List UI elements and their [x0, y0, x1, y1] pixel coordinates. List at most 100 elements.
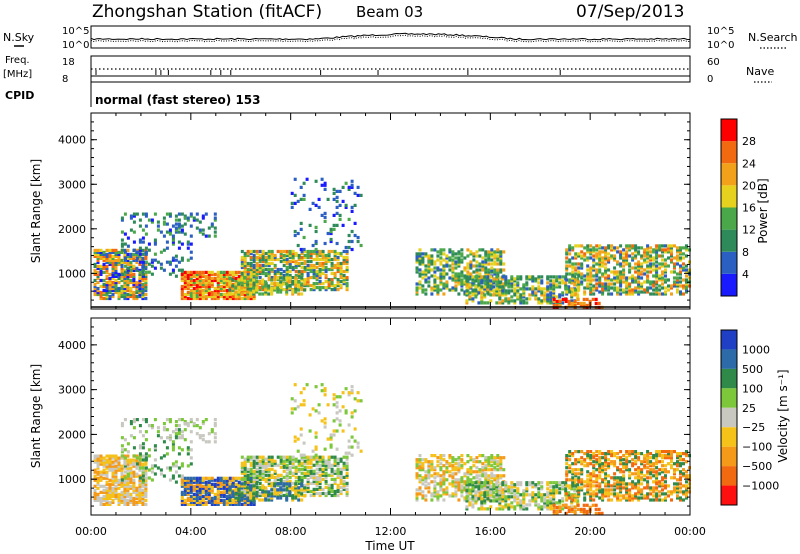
- velocity-echo-cell: [264, 457, 268, 461]
- power-echo-cell: [498, 285, 502, 289]
- velocity-echo-cell: [207, 496, 211, 500]
- velocity-echo-cell: [102, 472, 106, 476]
- velocity-echo-cell: [291, 488, 295, 492]
- power-echo-cell: [111, 268, 115, 272]
- velocity-echo-cell: [291, 457, 295, 461]
- power-echo-cell: [138, 246, 142, 250]
- power-echo-cell: [126, 236, 130, 240]
- power-echo-cell: [592, 260, 596, 264]
- power-echo-cell: [267, 263, 271, 268]
- power-echo-cell: [222, 284, 226, 289]
- velocity-echo-cell: [424, 494, 428, 498]
- velocity-echo-cell: [332, 419, 336, 423]
- power-echo-cell: [321, 271, 325, 276]
- velocity-echo-cell: [294, 469, 298, 473]
- velocity-echo-cell: [273, 477, 277, 481]
- velocity-echo-cell: [231, 492, 235, 496]
- velocity-echo-cell: [150, 478, 154, 482]
- power-echo-cell: [513, 277, 517, 281]
- power-echo-cell: [333, 263, 337, 268]
- power-echo-cell: [144, 248, 148, 252]
- power-echo-cell: [586, 282, 590, 286]
- velocity-echo-cell: [345, 481, 349, 485]
- power-echo-cell: [634, 248, 638, 252]
- power-echo-cell: [442, 258, 446, 262]
- power-echo-cell: [234, 290, 238, 294]
- power-echo-cell: [204, 288, 208, 293]
- power-echo-cell: [604, 246, 608, 250]
- power-echo-cell: [333, 265, 337, 270]
- velocity-echo-cell: [198, 494, 202, 498]
- power-echo-cell: [522, 301, 526, 305]
- power-echo-cell: [228, 282, 232, 286]
- power-echo-cell: [320, 213, 324, 217]
- velocity-echo-cell: [276, 475, 280, 479]
- power-echo-cell: [177, 218, 181, 222]
- power-echo-data: [93, 177, 691, 309]
- power-echo-cell: [510, 275, 514, 279]
- power-echo-cell: [592, 246, 596, 250]
- velocity-echo-cell: [249, 490, 253, 494]
- power-echo-cell: [469, 266, 473, 270]
- power-echo-cell: [144, 272, 148, 276]
- power-echo-cell: [460, 288, 464, 292]
- velocity-echo-cell: [471, 483, 475, 487]
- power-echo-cell: [219, 288, 223, 293]
- power-echo-cell: [546, 281, 550, 285]
- velocity-echo-cell: [471, 497, 475, 501]
- power-echo-cell: [321, 263, 325, 268]
- power-echo-cell: [531, 285, 535, 289]
- velocity-echo-cell: [201, 498, 205, 502]
- power-echo-cell: [165, 230, 169, 234]
- velocity-echo-cell: [105, 502, 109, 506]
- power-echo-cell: [457, 264, 461, 268]
- velocity-echo-cell: [502, 488, 506, 492]
- power-echo-cell: [228, 280, 232, 284]
- power-echo-cell: [237, 296, 241, 301]
- power-echo-cell: [204, 294, 208, 299]
- power-echo-cell: [270, 278, 274, 282]
- velocity-echo-cell: [213, 418, 217, 422]
- velocity-echo-cell: [418, 460, 422, 464]
- power-echo-cell: [534, 291, 538, 295]
- power-echo-cell: [613, 246, 617, 250]
- power-echo-cell: [655, 288, 659, 292]
- velocity-echo-cell: [465, 505, 469, 509]
- velocity-echo-cell: [478, 478, 482, 482]
- power-echo-cell: [195, 290, 199, 295]
- velocity-echo-cell: [480, 487, 484, 491]
- power-echo-cell: [610, 246, 614, 250]
- power-echo-cell: [646, 254, 650, 258]
- velocity-echo-cell: [279, 496, 283, 500]
- velocity-echo-cell: [198, 426, 202, 430]
- velocity-echo-cell: [192, 424, 196, 428]
- velocity-echo-cell: [93, 488, 97, 492]
- velocity-echo-cell: [347, 439, 351, 443]
- power-echo-cell: [141, 292, 145, 297]
- power-echo-cell: [619, 254, 623, 258]
- power-echo-cell: [258, 255, 262, 260]
- power-echo-cell: [576, 295, 580, 299]
- velocity-echo-cell: [499, 474, 503, 478]
- velocity-echo-cell: [168, 434, 172, 438]
- power-echo-cell: [507, 301, 511, 305]
- power-echo-cell: [679, 256, 682, 260]
- power-echo-cell: [327, 278, 331, 282]
- velocity-echo-cell: [468, 503, 472, 507]
- velocity-echo-cell: [138, 468, 142, 472]
- velocity-echo-cell: [240, 489, 244, 494]
- power-echo-cell: [237, 270, 241, 274]
- velocity-echo-cell: [306, 455, 310, 459]
- power-echo-cell: [601, 246, 605, 250]
- velocity-echo-cell: [490, 458, 494, 462]
- power-echo-cell: [276, 269, 280, 274]
- power-echo-cell: [195, 212, 199, 216]
- velocity-echo-cell: [478, 494, 482, 498]
- power-echo-cell: [156, 228, 160, 232]
- power-echo-cell: [303, 255, 307, 260]
- power-echo-cell: [652, 248, 656, 252]
- power-echo-cell: [240, 263, 244, 268]
- power-echo-cell: [144, 266, 148, 270]
- power-echo-cell: [673, 284, 676, 288]
- velocity-echo-cell: [475, 476, 479, 480]
